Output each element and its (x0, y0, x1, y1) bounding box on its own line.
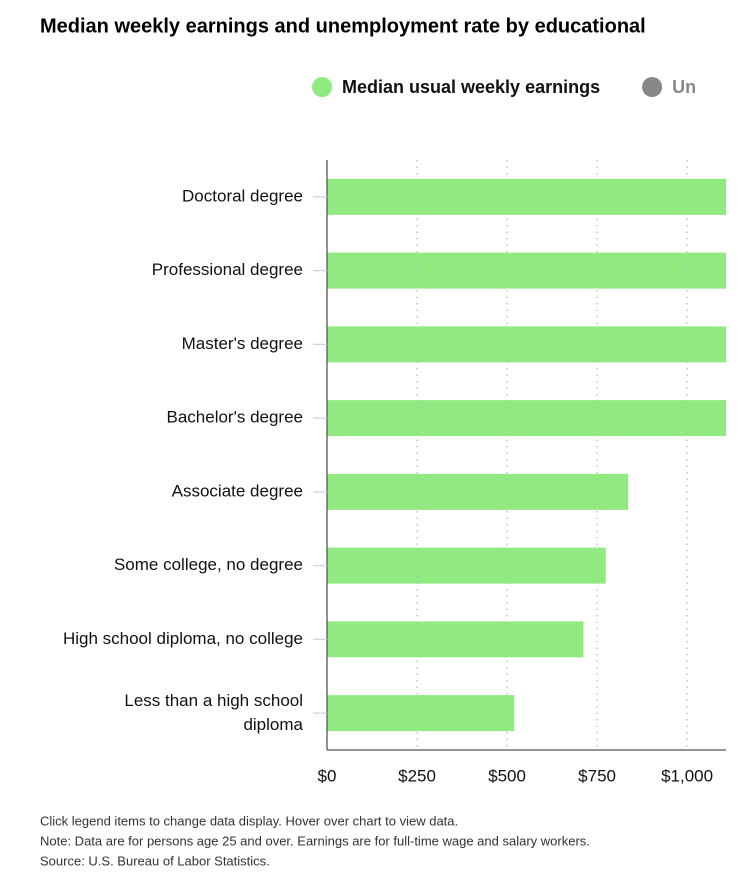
legend: Median usual weekly earnings Un (312, 77, 696, 97)
legend-swatch (312, 77, 332, 97)
x-tick-label: $0 (318, 766, 337, 785)
x-tick-label: $750 (578, 766, 616, 785)
y-tick-label: Master's degree (182, 334, 303, 353)
y-tick-label: Bachelor's degree (167, 408, 304, 427)
bar (327, 400, 726, 437)
legend-swatch (642, 77, 663, 97)
x-tick-label: $250 (398, 766, 436, 785)
bar (327, 178, 726, 215)
x-tick-label: $1,000 (661, 766, 713, 785)
chart-title: Median weekly earnings and unemployment … (40, 15, 646, 37)
footnote: Click legend items to change data displa… (40, 813, 458, 828)
y-tick-label: Doctoral degree (182, 186, 303, 205)
plot (327, 178, 726, 732)
y-tick-label: High school diploma, no college (63, 629, 303, 648)
y-tick-label: Less than a high school diploma (124, 692, 303, 735)
y-tick-label: Some college, no degree (114, 555, 303, 574)
y-tick-label: Professional degree (152, 260, 303, 279)
bar (327, 695, 515, 732)
bar (327, 326, 726, 363)
bar (327, 547, 606, 584)
legend-label[interactable]: Un (672, 77, 696, 97)
x-tick-label: $500 (488, 766, 526, 785)
bar (327, 473, 629, 510)
legend-label[interactable]: Median usual weekly earnings (342, 77, 600, 97)
footnote: Note: Data are for persons age 25 and ov… (40, 833, 590, 848)
bar (327, 252, 726, 289)
bar (327, 621, 584, 658)
y-tick-label: Associate degree (172, 481, 303, 500)
footnote: Source: U.S. Bureau of Labor Statistics. (40, 853, 270, 868)
